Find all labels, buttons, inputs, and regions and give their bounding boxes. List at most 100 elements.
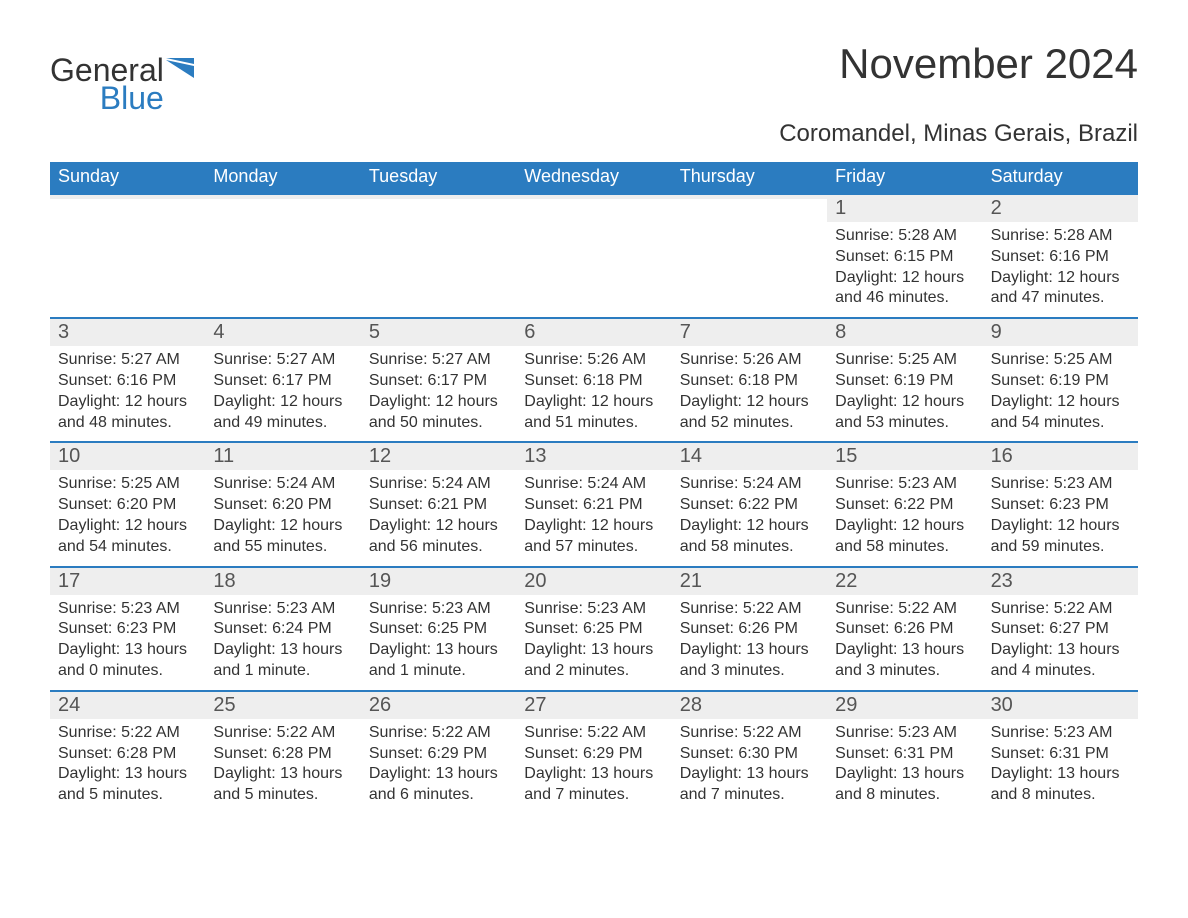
day-content: Sunrise: 5:28 AMSunset: 6:16 PMDaylight:… xyxy=(983,222,1138,309)
day-cell: 8Sunrise: 5:25 AMSunset: 6:19 PMDaylight… xyxy=(827,317,982,441)
day-number: 7 xyxy=(680,321,691,343)
day-number: 15 xyxy=(835,445,857,467)
day-cell: 11Sunrise: 5:24 AMSunset: 6:20 PMDayligh… xyxy=(205,441,360,565)
day-number: 17 xyxy=(58,570,80,592)
day-daylight1: Daylight: 13 hours xyxy=(524,640,663,661)
day-daylight2: and 53 minutes. xyxy=(835,413,974,434)
day-number: 26 xyxy=(369,694,391,716)
day-content: Sunrise: 5:24 AMSunset: 6:22 PMDaylight:… xyxy=(672,470,827,557)
day-number-bar: 14 xyxy=(672,441,827,470)
day-sunset: Sunset: 6:20 PM xyxy=(213,495,352,516)
day-number: 18 xyxy=(213,570,235,592)
day-sunrise: Sunrise: 5:23 AM xyxy=(991,723,1130,744)
day-number: 23 xyxy=(991,570,1013,592)
day-content: Sunrise: 5:28 AMSunset: 6:15 PMDaylight:… xyxy=(827,222,982,309)
calendar-grid: Sunday Monday Tuesday Wednesday Thursday… xyxy=(50,162,1138,814)
day-content: Sunrise: 5:27 AMSunset: 6:17 PMDaylight:… xyxy=(361,346,516,433)
day-sunrise: Sunrise: 5:23 AM xyxy=(835,723,974,744)
day-sunrise: Sunrise: 5:24 AM xyxy=(213,474,352,495)
day-cell: 12Sunrise: 5:24 AMSunset: 6:21 PMDayligh… xyxy=(361,441,516,565)
day-sunset: Sunset: 6:25 PM xyxy=(524,619,663,640)
day-daylight1: Daylight: 12 hours xyxy=(213,392,352,413)
day-sunrise: Sunrise: 5:25 AM xyxy=(835,350,974,371)
day-daylight1: Daylight: 12 hours xyxy=(369,516,508,537)
day-number: 25 xyxy=(213,694,235,716)
day-cell: 28Sunrise: 5:22 AMSunset: 6:30 PMDayligh… xyxy=(672,690,827,814)
day-cell: 10Sunrise: 5:25 AMSunset: 6:20 PMDayligh… xyxy=(50,441,205,565)
day-daylight2: and 1 minute. xyxy=(213,661,352,682)
day-number: 6 xyxy=(524,321,535,343)
calendar-page: General Blue November 2024 Coromandel, M… xyxy=(0,0,1188,834)
day-daylight1: Daylight: 13 hours xyxy=(680,640,819,661)
day-cell: 15 Sunrise: 5:23 AMSunset: 6:22 PMDayligh… xyxy=(827,441,982,565)
day-sunset: Sunset: 6:23 PM xyxy=(58,619,197,640)
day-number: 5 xyxy=(369,321,380,343)
day-sunrise: Sunrise: 5:22 AM xyxy=(213,723,352,744)
day-content: Sunrise: 5:23 AMSunset: 6:22 PMDaylight:… xyxy=(827,470,982,557)
day-number-bar: 10 xyxy=(50,441,205,470)
day-content: Sunrise: 5:22 AMSunset: 6:30 PMDaylight:… xyxy=(672,719,827,806)
day-daylight1: Daylight: 13 hours xyxy=(991,764,1130,785)
day-cell: 22Sunrise: 5:22 AMSunset: 6:26 PMDayligh… xyxy=(827,566,982,690)
day-daylight2: and 5 minutes. xyxy=(58,785,197,806)
day-content: Sunrise: 5:23 AMSunset: 6:23 PMDaylight:… xyxy=(983,470,1138,557)
day-daylight1: Daylight: 13 hours xyxy=(524,764,663,785)
day-daylight2: and 5 minutes. xyxy=(213,785,352,806)
day-sunrise: Sunrise: 5:22 AM xyxy=(369,723,508,744)
day-number-bar: 19 xyxy=(361,566,516,595)
day-number-bar: 30 xyxy=(983,690,1138,719)
day-daylight2: and 57 minutes. xyxy=(524,537,663,558)
day-cell: 6Sunrise: 5:26 AMSunset: 6:18 PMDaylight… xyxy=(516,317,671,441)
day-sunrise: Sunrise: 5:25 AM xyxy=(991,350,1130,371)
day-cell xyxy=(205,193,360,317)
day-number-bar: 28 xyxy=(672,690,827,719)
day-sunrise: Sunrise: 5:26 AM xyxy=(680,350,819,371)
day-content: Sunrise: 5:25 AMSunset: 6:19 PMDaylight:… xyxy=(827,346,982,433)
dow-monday: Monday xyxy=(205,162,360,193)
day-cell: 4Sunrise: 5:27 AMSunset: 6:17 PMDaylight… xyxy=(205,317,360,441)
day-cell xyxy=(50,193,205,317)
day-sunrise: Sunrise: 5:22 AM xyxy=(991,599,1130,620)
day-content: Sunrise: 5:23 AMSunset: 6:23 PMDaylight:… xyxy=(50,595,205,682)
day-number-bar xyxy=(672,193,827,199)
day-sunrise: Sunrise: 5:23 AM xyxy=(524,599,663,620)
day-daylight2: and 55 minutes. xyxy=(213,537,352,558)
dow-friday: Friday xyxy=(827,162,982,193)
day-daylight2: and 54 minutes. xyxy=(58,537,197,558)
day-number-bar: 21 xyxy=(672,566,827,595)
day-sunrise: Sunrise: 5:23 AM xyxy=(835,474,974,495)
day-number-bar: 2 xyxy=(983,193,1138,222)
week-row: 3Sunrise: 5:27 AMSunset: 6:16 PMDaylight… xyxy=(50,317,1138,441)
day-number: 29 xyxy=(835,694,857,716)
day-content: Sunrise: 5:27 AMSunset: 6:17 PMDaylight:… xyxy=(205,346,360,433)
title-block: November 2024 xyxy=(839,40,1138,88)
day-daylight1: Daylight: 13 hours xyxy=(369,640,508,661)
day-sunset: Sunset: 6:30 PM xyxy=(680,744,819,765)
day-number-bar: 27 xyxy=(516,690,671,719)
day-content: Sunrise: 5:27 AMSunset: 6:16 PMDaylight:… xyxy=(50,346,205,433)
day-sunset: Sunset: 6:27 PM xyxy=(991,619,1130,640)
day-daylight1: Daylight: 13 hours xyxy=(991,640,1130,661)
day-number: 21 xyxy=(680,570,702,592)
day-number: 11 xyxy=(213,445,234,467)
day-number: 12 xyxy=(369,445,391,467)
day-cell: 16Sunrise: 5:23 AMSunset: 6:23 PMDayligh… xyxy=(983,441,1138,565)
day-cell: 25Sunrise: 5:22 AMSunset: 6:28 PMDayligh… xyxy=(205,690,360,814)
day-daylight1: Daylight: 13 hours xyxy=(58,764,197,785)
day-sunset: Sunset: 6:15 PM xyxy=(835,247,974,268)
day-number: 9 xyxy=(991,321,1002,343)
day-content: Sunrise: 5:23 AMSunset: 6:31 PMDaylight:… xyxy=(827,719,982,806)
day-cell: 21Sunrise: 5:22 AMSunset: 6:26 PMDayligh… xyxy=(672,566,827,690)
day-daylight2: and 49 minutes. xyxy=(213,413,352,434)
week-row: 10Sunrise: 5:25 AMSunset: 6:20 PMDayligh… xyxy=(50,441,1138,565)
day-number-bar: 9 xyxy=(983,317,1138,346)
day-sunset: Sunset: 6:17 PM xyxy=(213,371,352,392)
day-number: 24 xyxy=(58,694,80,716)
day-cell: 20 Sunrise: 5:23 AMSunset: 6:25 PMDayligh… xyxy=(516,566,671,690)
day-sunset: Sunset: 6:23 PM xyxy=(991,495,1130,516)
day-number: 20 xyxy=(524,570,546,592)
day-daylight2: and 0 minutes. xyxy=(58,661,197,682)
day-daylight2: and 59 minutes. xyxy=(991,537,1130,558)
day-cell: 19Sunrise: 5:23 AMSunset: 6:25 PMDayligh… xyxy=(361,566,516,690)
day-number-bar: 20 xyxy=(516,566,671,595)
